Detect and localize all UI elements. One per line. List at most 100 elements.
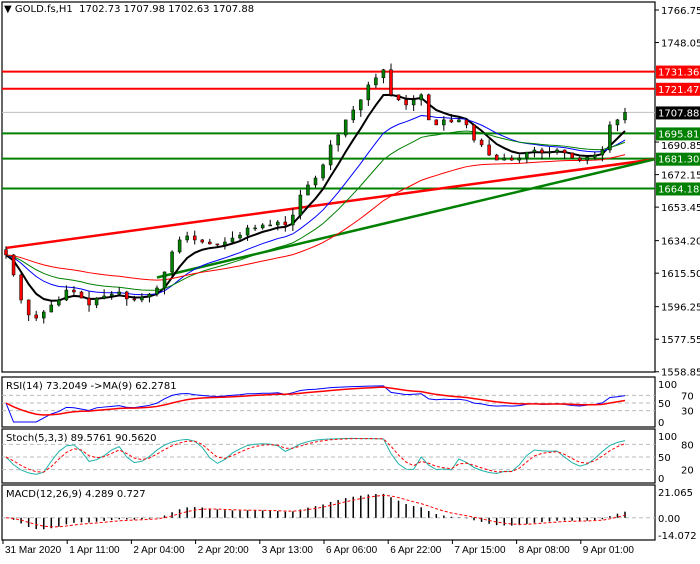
price-level-label: 1707.88 — [658, 108, 699, 119]
candle-body — [260, 224, 265, 229]
macd-axis-label: 0.00 — [658, 514, 680, 525]
candle-body — [185, 235, 189, 241]
rsi-axis-label: 50 — [658, 399, 671, 410]
stoch-axis-label: 20 — [681, 466, 694, 477]
macd-panel — [1, 484, 656, 541]
candle-body — [245, 227, 250, 236]
candle-body — [192, 235, 197, 241]
candle-body — [555, 149, 559, 153]
candle-body — [351, 109, 355, 121]
candle-body — [238, 234, 242, 239]
rsi-label: RSI(14) 73.2049 ->MA(9) 62.2781 — [6, 381, 177, 392]
candle-body — [494, 154, 499, 161]
stoch-main-line — [5, 437, 626, 475]
candle-body — [343, 119, 348, 136]
macd-signal-line — [5, 494, 626, 528]
candle-body — [11, 254, 16, 276]
candle-body — [298, 194, 303, 216]
price-level-tag — [656, 82, 700, 96]
price-level-label: 1721.47 — [658, 85, 699, 96]
time-axis-label: 6 Apr 06:00 — [326, 545, 378, 556]
trendline — [156, 157, 656, 279]
price-level-tag — [656, 106, 700, 120]
price-tick-label: 1690.85 — [661, 141, 700, 152]
price-level-label: 1681.30 — [658, 155, 699, 166]
time-axis-label: 9 Apr 01:00 — [583, 545, 635, 556]
candle-body — [125, 291, 129, 300]
moving-average-line — [5, 154, 626, 281]
time-axis-label: 8 Apr 08:00 — [519, 545, 571, 556]
candle-body — [49, 304, 54, 313]
candle-body — [585, 156, 590, 161]
stoch-axis-label: 0 — [658, 474, 664, 485]
candle-body — [230, 237, 235, 243]
ohlc-readout: 1702.73 1707.98 1702.63 1707.88 — [79, 4, 255, 15]
candle-body — [381, 69, 386, 79]
candle-body — [140, 296, 144, 301]
candle-body — [19, 274, 23, 301]
candle-body — [253, 227, 257, 230]
price-tick-label: 1615.50 — [661, 269, 700, 280]
stoch-axis-label: 50 — [658, 453, 671, 464]
main-panel — [1, 1, 656, 373]
candle-body — [419, 94, 423, 101]
candle-body — [426, 94, 431, 121]
candle-body — [4, 249, 8, 256]
candle-body — [321, 164, 325, 179]
symbol-label: GOLD.fs,H1 — [14, 4, 73, 15]
price-level-tag — [656, 127, 700, 141]
candle-body — [487, 144, 491, 156]
candle-body — [283, 221, 288, 226]
price-tick-label: 1653.45 — [661, 203, 700, 214]
time-axis-label: 6 Apr 22:00 — [390, 545, 442, 556]
candle-body — [359, 99, 363, 111]
candle-body — [109, 293, 114, 297]
stoch-axis-label: 80 — [681, 440, 694, 451]
price-tick-label: 1766.75 — [661, 6, 700, 17]
candle-body — [449, 119, 454, 123]
candle-body — [147, 293, 152, 298]
rsi-axis-label: 100 — [658, 380, 677, 391]
candle-body — [117, 291, 121, 295]
candle-body — [162, 271, 167, 289]
candle-body — [457, 119, 461, 123]
candle-body — [215, 243, 220, 246]
candle-body — [434, 119, 439, 126]
candle-body — [223, 241, 227, 246]
moving-average-line — [5, 130, 626, 291]
candle-body — [442, 119, 446, 126]
time-axis-label: 1 Apr 11:00 — [69, 545, 120, 556]
candle-body — [79, 291, 84, 299]
candle-body — [570, 152, 574, 159]
candle-body — [577, 157, 582, 161]
price-level-tag — [656, 152, 700, 166]
candle-body — [411, 99, 416, 106]
chart-header: ▼ GOLD.fs,H1 1702.73 1707.98 1702.63 170… — [4, 4, 254, 15]
candle-body — [170, 251, 174, 273]
stoch-signal-line — [5, 438, 626, 473]
candle-body — [306, 184, 310, 196]
trendline — [5, 157, 656, 250]
candle-body — [72, 289, 76, 293]
moving-average-line — [5, 93, 626, 302]
candle-body — [404, 99, 408, 106]
time-axis-label: 3 Apr 13:00 — [262, 545, 314, 556]
candle-body — [26, 299, 31, 316]
candle-body — [132, 298, 137, 301]
candle-body — [366, 84, 371, 101]
candle-body — [87, 297, 91, 306]
time-axis-label: 7 Apr 15:00 — [454, 545, 506, 556]
price-level-label: 1695.81 — [658, 129, 699, 140]
candle-body — [34, 314, 38, 319]
macd-label: MACD(12,26,9) 4.289 0.727 — [6, 489, 146, 500]
macd-axis-label: 21.065 — [658, 488, 693, 499]
candle-body — [155, 287, 159, 295]
candle-body — [276, 221, 280, 226]
triangle-down-icon[interactable]: ▼ — [4, 4, 15, 15]
rsi-axis-label: 70 — [681, 391, 694, 402]
candle-body — [396, 94, 401, 101]
candle-body — [479, 139, 484, 146]
candle-body — [540, 149, 544, 154]
price-tick-label: 1577.55 — [661, 335, 700, 346]
